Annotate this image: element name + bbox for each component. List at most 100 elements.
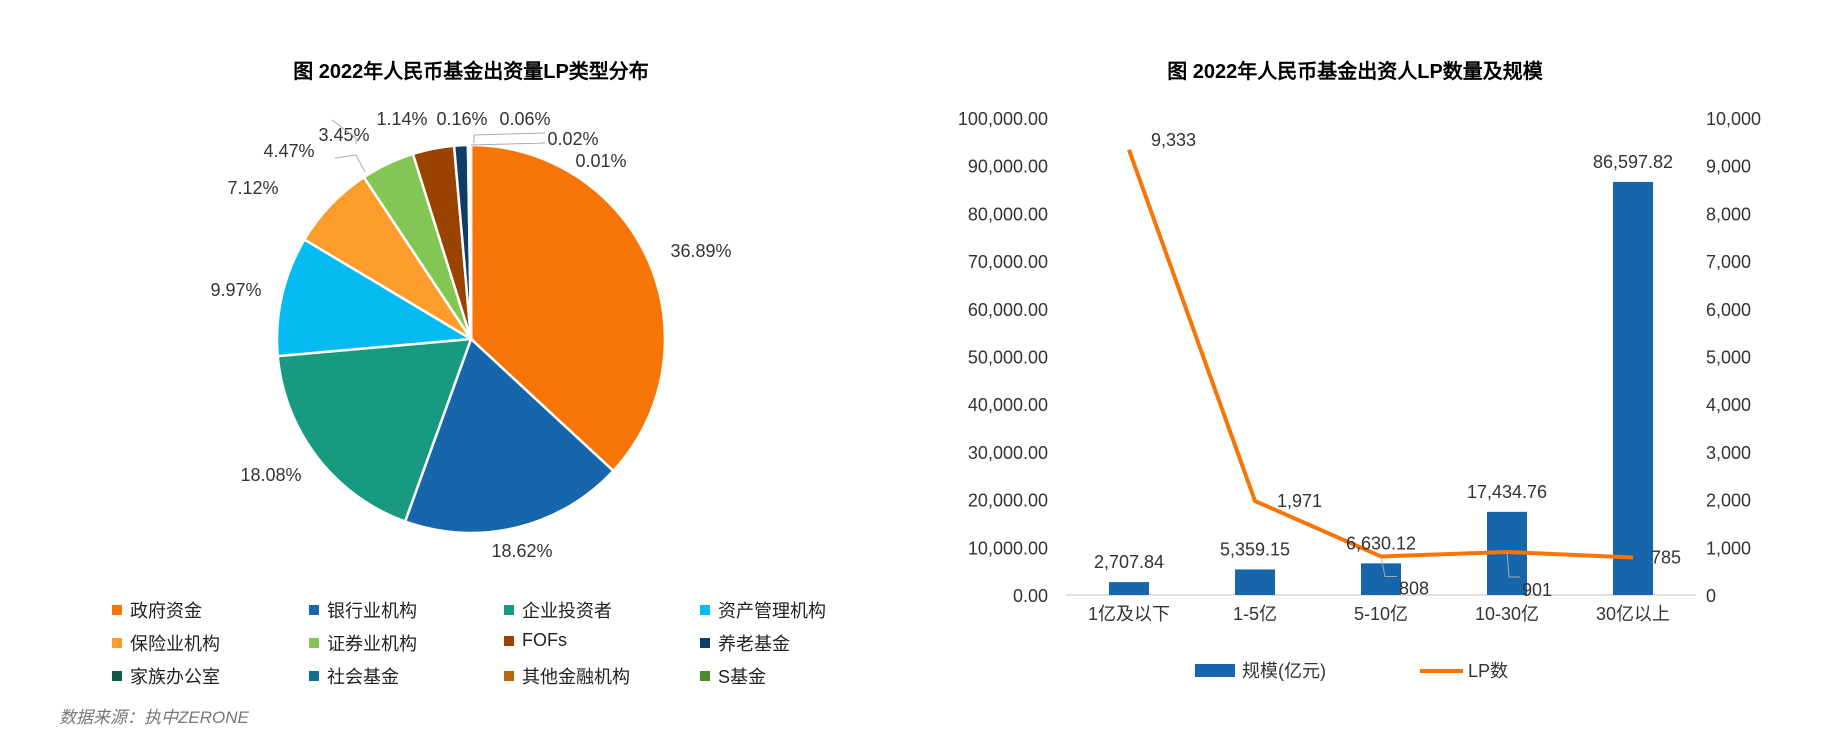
right-axis-tick-label: 6,000 <box>1706 300 1751 320</box>
pie-data-label: 36.89% <box>670 241 731 261</box>
line-series <box>1127 149 1634 560</box>
legend-label: 保险业机构 <box>130 634 220 654</box>
legend-item: 证券业机构 <box>309 630 417 656</box>
left-axis-tick-label: 90,000.00 <box>968 157 1048 177</box>
bar-data-label: 17,434.76 <box>1467 482 1547 502</box>
legend-label: S基金 <box>718 667 767 687</box>
bar <box>1361 563 1401 595</box>
line-data-label: 808 <box>1399 578 1429 598</box>
leader-line <box>470 142 546 146</box>
legend-swatch <box>504 605 514 615</box>
bar-data-label: 2,707.84 <box>1094 552 1164 572</box>
legend-item: 银行业机构 <box>309 597 417 623</box>
pie-data-label: 4.47% <box>263 141 314 161</box>
legend-swatch <box>112 638 122 648</box>
legend-item: FOFs <box>504 630 567 651</box>
legend-item: 保险业机构 <box>112 630 220 656</box>
legend-swatch <box>309 638 319 648</box>
left-axis-tick-label: 60,000.00 <box>968 300 1048 320</box>
bar-data-label: 6,630.12 <box>1346 533 1416 553</box>
legend-swatch <box>700 671 710 681</box>
pie-data-label: 18.62% <box>491 541 552 561</box>
right-axis-tick-label: 3,000 <box>1706 443 1751 463</box>
right-axis-tick-label: 1,000 <box>1706 538 1751 558</box>
left-axis-tick-label: 30,000.00 <box>968 443 1048 463</box>
x-axis-tick-label: 5-10亿 <box>1354 604 1408 624</box>
pie-data-label: 7.12% <box>227 178 278 198</box>
legend-swatch <box>309 605 319 615</box>
legend-swatch <box>504 635 514 646</box>
right-axis-tick-label: 4,000 <box>1706 395 1751 415</box>
x-axis-tick-label: 10-30亿 <box>1475 604 1539 624</box>
pie-data-label: 3.45% <box>318 125 369 145</box>
left-axis-tick-label: 50,000.00 <box>968 348 1048 368</box>
left-axis-tick-label: 0.00 <box>1013 586 1048 606</box>
pie-chart: 36.89% 18.62% 18.08% 9.97% 7.12% 4.47%3.45% 1.… <box>210 109 731 561</box>
pie-data-label: 1.14% <box>376 109 427 129</box>
leader-line <box>334 154 366 173</box>
x-axis-tick-label: 1亿及以下 <box>1088 604 1170 624</box>
legend-label-line: LP数 <box>1468 661 1508 681</box>
line-data-label: 9,333 <box>1151 130 1196 150</box>
legend-label: 政府资金 <box>130 601 202 621</box>
legend-label: 企业投资者 <box>522 601 612 621</box>
right-axis-tick-label: 2,000 <box>1706 491 1751 511</box>
combo-title: 图 2022年人民币基金出资人LP数量及规模 <box>1167 59 1544 83</box>
legend-swatch <box>112 605 122 615</box>
left-axis-tick-label: 40,000.00 <box>968 395 1048 415</box>
left-axis-tick-label: 10,000.00 <box>968 538 1048 558</box>
pie-data-label: 0.16% <box>436 109 487 129</box>
line-data-label: 785 <box>1651 548 1681 568</box>
line-data-label: 901 <box>1522 580 1552 600</box>
x-axis-tick-label: 1-5亿 <box>1233 604 1277 624</box>
left-axis-tick-label: 100,000.00 <box>958 109 1048 129</box>
line-data-label: 1,971 <box>1277 491 1322 511</box>
right-axis-tick-label: 5,000 <box>1706 348 1751 368</box>
left-axis-tick-label: 70,000.00 <box>968 252 1048 272</box>
pie-data-label: 9.97% <box>210 280 261 300</box>
legend-label: 银行业机构 <box>327 601 417 621</box>
pie-data-label: 18.08% <box>240 465 301 485</box>
leader-line <box>331 119 357 144</box>
legend-item: 资产管理机构 <box>700 597 826 623</box>
legend-item: 养老基金 <box>700 630 790 656</box>
bar <box>1613 181 1653 595</box>
legend-label: 证券业机构 <box>327 634 417 654</box>
combo-chart: 0.00 10,000.00 20,000.00 30,000.00 40,000.00… <box>958 109 1761 681</box>
pie-slice <box>403 336 616 535</box>
legend-item: 企业投资者 <box>504 597 612 623</box>
legend-item: S基金 <box>700 663 766 689</box>
pie-data-label: 0.02% <box>547 129 598 149</box>
right-axis-tick-label: 9,000 <box>1706 157 1751 177</box>
right-axis-tick-label: 7,000 <box>1706 252 1751 272</box>
x-axis-tick-label: 30亿以上 <box>1596 604 1670 624</box>
legend-label-bar: 规模(亿元) <box>1242 661 1326 681</box>
bar-data-label: 5,359.15 <box>1220 539 1290 559</box>
legend-swatch <box>504 671 514 681</box>
left-axis-tick-label: 80,000.00 <box>968 204 1048 224</box>
pie-slice <box>276 337 473 524</box>
leader-line <box>1380 556 1397 577</box>
legend-item: 政府资金 <box>112 597 202 623</box>
left-axis-tick-label: 20,000.00 <box>968 491 1048 511</box>
legend-item: 家族办公室 <box>112 663 220 689</box>
legend-swatch <box>700 638 710 648</box>
legend-label: 其他金融机构 <box>522 667 630 687</box>
legend-label: 资产管理机构 <box>718 601 826 621</box>
legend-swatch <box>309 671 319 681</box>
right-axis-tick-label: 10,000 <box>1706 109 1761 129</box>
legend-swatch <box>700 605 710 615</box>
leader-line <box>1506 551 1520 578</box>
legend-label: 社会基金 <box>327 667 399 687</box>
legend-item: 其他金融机构 <box>504 663 630 689</box>
pie-data-label: 0.01% <box>575 151 626 171</box>
right-axis-tick-label: 8,000 <box>1706 204 1751 224</box>
legend-label: 家族办公室 <box>130 667 220 687</box>
legend-label: 养老基金 <box>718 634 790 654</box>
bar <box>1235 569 1275 595</box>
pie-data-label: 0.06% <box>499 109 550 129</box>
pie-slice <box>275 237 475 358</box>
pie-slice <box>469 143 667 473</box>
bar-data-label: 86,597.82 <box>1593 152 1673 172</box>
